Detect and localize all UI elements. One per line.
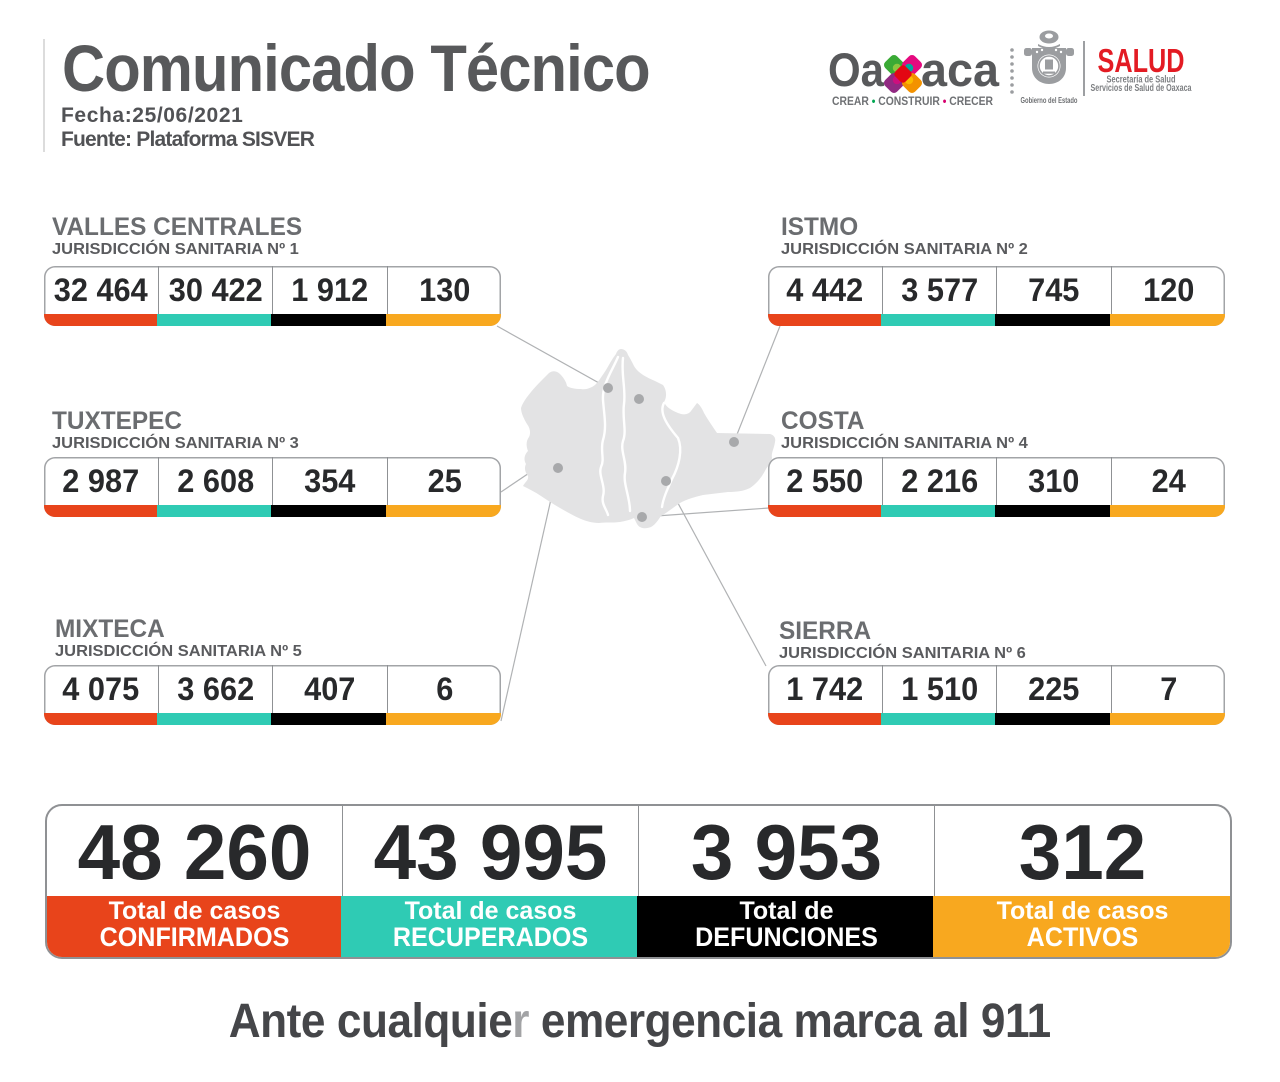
svg-text:Servicios de Salud de Oaxaca: Servicios de Salud de Oaxaca	[1091, 83, 1192, 94]
svg-text:CREAR • CONSTRUIR • CRECER: CREAR • CONSTRUIR • CRECER	[832, 94, 993, 108]
svg-text:Oa: Oa	[828, 44, 885, 96]
svg-text:aca: aca	[921, 44, 1000, 96]
svg-text:Secretaría de Salud: Secretaría de Salud	[1107, 75, 1176, 86]
svg-text:Gobierno del Estado: Gobierno del Estado	[1021, 95, 1078, 105]
svg-text:SALUD: SALUD	[1098, 44, 1185, 79]
